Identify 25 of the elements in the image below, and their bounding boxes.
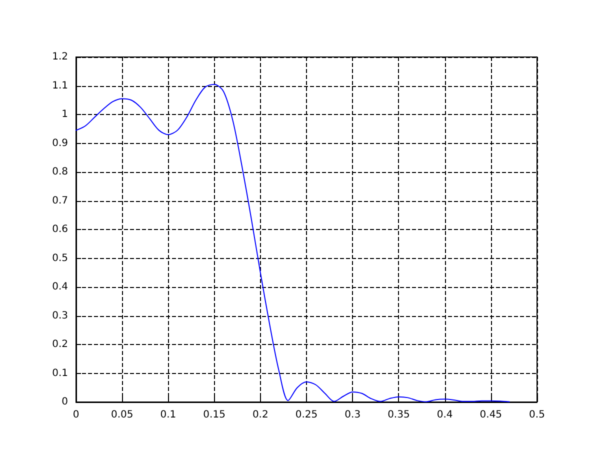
- x-tick-label: 0.45: [480, 410, 502, 420]
- y-tick-label: 0.2: [52, 339, 68, 350]
- x-tick-label: 0.3: [344, 410, 361, 420]
- y-tick-label: 0.3: [52, 310, 68, 322]
- x-tick-label: 0.5: [529, 410, 545, 420]
- x-tick-label: 0.25: [295, 410, 318, 420]
- y-tick-label: 0.9: [52, 138, 68, 149]
- y-tick-label: 0.8: [52, 166, 68, 178]
- x-tick-label: 0.05: [110, 410, 134, 420]
- y-tick-label: 0.6: [52, 224, 68, 235]
- y-tick-label: 1: [62, 109, 68, 120]
- y-tick-label: 0.1: [52, 368, 68, 379]
- x-tick-label: 0.1: [160, 410, 176, 420]
- y-tick-label: 0.4: [52, 282, 68, 292]
- x-tick-label: 0.35: [388, 410, 410, 420]
- y-tick-label: 0.7: [52, 195, 68, 206]
- x-tick-label: 0.15: [203, 410, 226, 420]
- x-tick-label: 0: [72, 410, 80, 420]
- y-tick-label: 1.2: [52, 52, 68, 62]
- x-tick-label: 0.4: [436, 410, 453, 420]
- y-tick-label: 0: [62, 396, 68, 408]
- line-series: [76, 84, 510, 402]
- y-tick-label: 0.5: [52, 252, 68, 264]
- y-tick-label: 1.1: [52, 80, 68, 92]
- x-tick-label: 0.2: [252, 410, 268, 420]
